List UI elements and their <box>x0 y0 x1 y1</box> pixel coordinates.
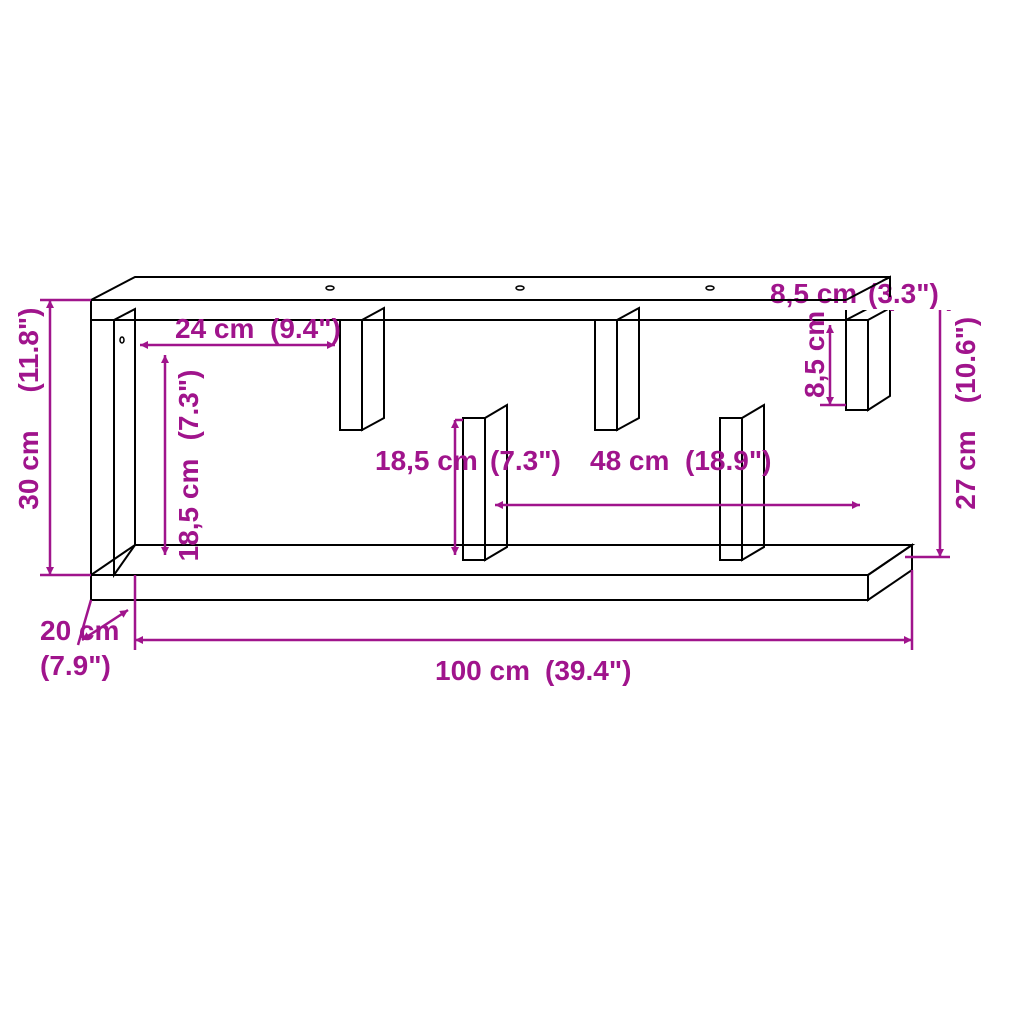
dim-total-w-in: (39.4") <box>545 655 631 686</box>
dim-total-height: 30 cm <box>13 430 44 509</box>
dim-total-w: 100 cm <box>435 655 530 686</box>
dim-inner-w-right: 48 cm <box>590 445 669 476</box>
dim-depth-in: (7.9") <box>40 650 111 681</box>
dim-top-w: 24 cm <box>175 313 254 344</box>
technical-drawing: 30 cm (11.8") 18,5 cm (7.3") 24 cm (9.4"… <box>0 0 1024 1024</box>
dim-inner-h-left: 18,5 cm <box>173 459 204 562</box>
dim-total-height-in: (11.8") <box>13 308 44 393</box>
dim-inner-h-center-in: (7.3") <box>490 445 561 476</box>
dim-inner-h-right: 27 cm <box>950 430 981 509</box>
dim-top-w-in: (9.4") <box>270 313 341 344</box>
dim-inner-h-right-in: (10.6") <box>950 317 981 403</box>
dim-gap-rot: 8,5 cm <box>799 311 830 398</box>
dim-depth: 20 cm <box>40 615 119 646</box>
dim-inner-w-right-in: (18.9") <box>685 445 771 476</box>
dim-gap-cm2: 8,5 cm <box>770 278 857 309</box>
dim-inner-h-left-in: (7.3") <box>173 370 204 441</box>
dim-inner-h-center: 18,5 cm <box>375 445 478 476</box>
